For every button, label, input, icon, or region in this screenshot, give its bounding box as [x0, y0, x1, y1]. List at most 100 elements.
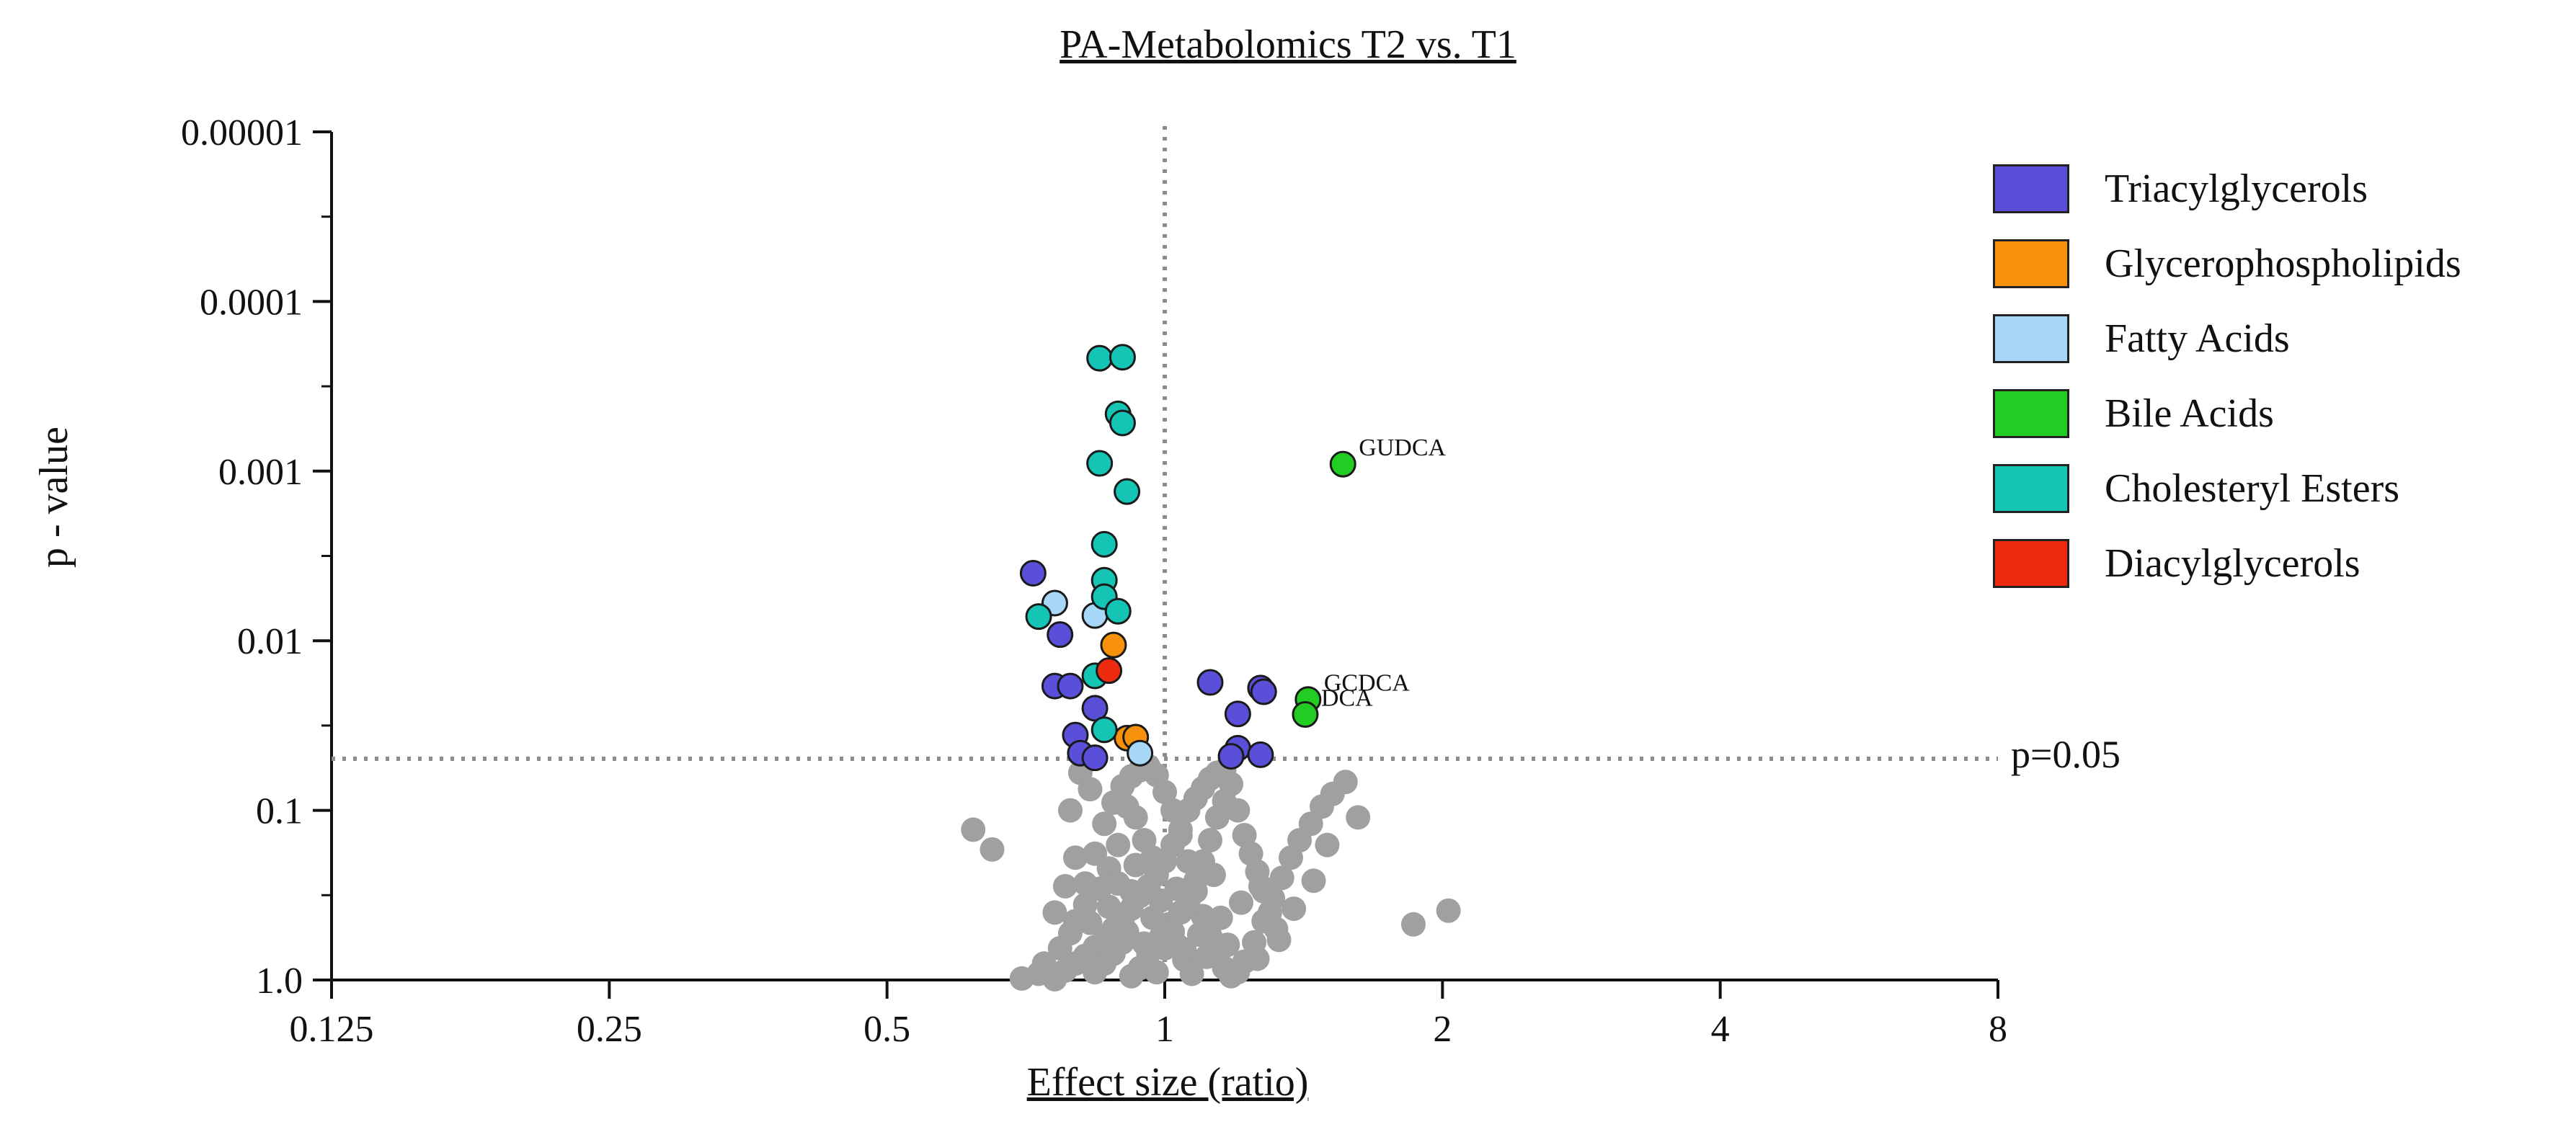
point-fatty-acids [1127, 739, 1154, 767]
x-tick-label: 0.125 [290, 1009, 374, 1050]
point-not-significant [1092, 811, 1117, 837]
point-cholesteryl-esters [1091, 530, 1118, 558]
legend-swatch [1993, 239, 2069, 288]
point-diacylglycerols [1096, 657, 1123, 685]
point-not-significant [1269, 865, 1294, 891]
x-tick-label: 8 [1989, 1009, 2007, 1050]
point-annotation-dca: DCA [1321, 685, 1373, 711]
point-triacylglycerols [1047, 621, 1074, 649]
y-tick-label: 0.0001 [200, 282, 303, 323]
point-triacylglycerols [1057, 672, 1084, 700]
point-not-significant [1232, 822, 1257, 847]
point-not-significant [1245, 946, 1270, 971]
point-not-significant [1106, 832, 1131, 857]
point-not-significant [1201, 863, 1226, 888]
point-not-significant [1248, 873, 1273, 899]
point-cholesteryl-esters [1104, 597, 1132, 625]
point-glycerophospholipids [1100, 631, 1127, 659]
x-tick-label: 2 [1433, 1009, 1452, 1050]
point-not-significant [1186, 922, 1212, 948]
x-tick-label: 1 [1155, 1009, 1174, 1050]
point-not-significant [1057, 798, 1083, 823]
point-not-significant [1119, 963, 1144, 989]
point-not-significant [1123, 805, 1148, 830]
point-not-significant [1106, 871, 1131, 896]
y-tick-label: 0.00001 [181, 112, 303, 153]
legend-label: Bile Acids [2105, 391, 2274, 436]
legend-label: Glycerophospholipids [2105, 241, 2461, 286]
point-not-significant [961, 817, 986, 842]
x-axis-label: Effect size (ratio) [1026, 1060, 1309, 1105]
point-not-significant [1152, 780, 1177, 805]
point-not-significant [1198, 828, 1223, 853]
point-not-significant [1225, 798, 1251, 823]
point-not-significant [1078, 777, 1103, 802]
point-triacylglycerols [1081, 744, 1109, 772]
point-not-significant [1208, 905, 1233, 930]
x-tick-label: 0.5 [863, 1009, 910, 1050]
point-not-significant [1400, 912, 1426, 937]
point-not-significant [1282, 896, 1307, 922]
point-cholesteryl-esters [1086, 344, 1114, 372]
y-tick-label: 0.01 [237, 621, 303, 662]
point-bile-acids [1292, 700, 1319, 728]
legend-label: Diacylglycerols [2105, 541, 2360, 586]
point-not-significant [1052, 873, 1078, 899]
point-not-significant [1436, 898, 1461, 923]
point-triacylglycerols [1250, 678, 1277, 705]
y-tick-label: 0.1 [256, 791, 303, 832]
y-axis-label: p - value [32, 427, 76, 568]
point-not-significant [1164, 876, 1189, 901]
point-annotation-gcdca: GCDCA [1324, 670, 1410, 697]
legend-label: Triacylglycerols [2105, 166, 2368, 211]
point-not-significant [1083, 960, 1108, 985]
point-not-significant [1301, 868, 1326, 894]
legend-label: Cholesteryl Esters [2105, 466, 2400, 511]
x-tick-label: 0.25 [577, 1009, 642, 1050]
y-tick-label: 1.0 [256, 961, 303, 1002]
point-triacylglycerols [1224, 700, 1251, 728]
point-not-significant [1144, 960, 1169, 985]
point-not-significant [1057, 921, 1083, 946]
point-triacylglycerols [1217, 743, 1245, 770]
point-not-significant [1062, 845, 1088, 870]
point-not-significant [1140, 905, 1165, 930]
legend-swatch [1993, 389, 2069, 438]
point-cholesteryl-esters [1091, 716, 1118, 744]
point-cholesteryl-esters [1109, 344, 1136, 371]
point-not-significant [1263, 917, 1289, 942]
point-not-significant [1160, 798, 1186, 823]
point-not-significant [1315, 832, 1340, 857]
threshold-label: p=0.05 [2011, 733, 2120, 776]
legend-swatch [1993, 164, 2069, 213]
point-cholesteryl-esters [1086, 450, 1114, 477]
point-not-significant [1148, 925, 1173, 950]
point-not-significant [1194, 944, 1220, 969]
point-triacylglycerols [1196, 669, 1224, 696]
legend-swatch [1993, 539, 2069, 588]
point-not-significant [1114, 919, 1140, 945]
point-cholesteryl-esters [1109, 409, 1136, 437]
point-not-significant [1215, 932, 1240, 958]
point-not-significant [1219, 772, 1244, 797]
point-not-significant [1123, 852, 1148, 878]
point-not-significant [1096, 894, 1122, 919]
point-annotation-gudca: GUDCA [1359, 435, 1446, 461]
point-not-significant [1333, 770, 1358, 795]
legend-swatch [1993, 314, 2069, 363]
y-tick-label: 0.001 [218, 452, 303, 493]
legend-label: Fatty Acids [2105, 316, 2290, 361]
x-tick-label: 4 [1711, 1009, 1730, 1050]
point-not-significant [1179, 961, 1204, 986]
point-triacylglycerols [1247, 741, 1274, 768]
point-not-significant [1078, 910, 1103, 935]
point-cholesteryl-esters [1025, 603, 1052, 631]
point-not-significant [1228, 890, 1253, 915]
chart-title: PA-Metabolomics T2 vs. T1 [1060, 22, 1516, 67]
point-bile-acids [1329, 450, 1356, 478]
point-not-significant [1172, 937, 1197, 962]
point-cholesteryl-esters [1114, 478, 1141, 505]
legend-swatch [1993, 464, 2069, 513]
point-not-significant [980, 837, 1005, 862]
